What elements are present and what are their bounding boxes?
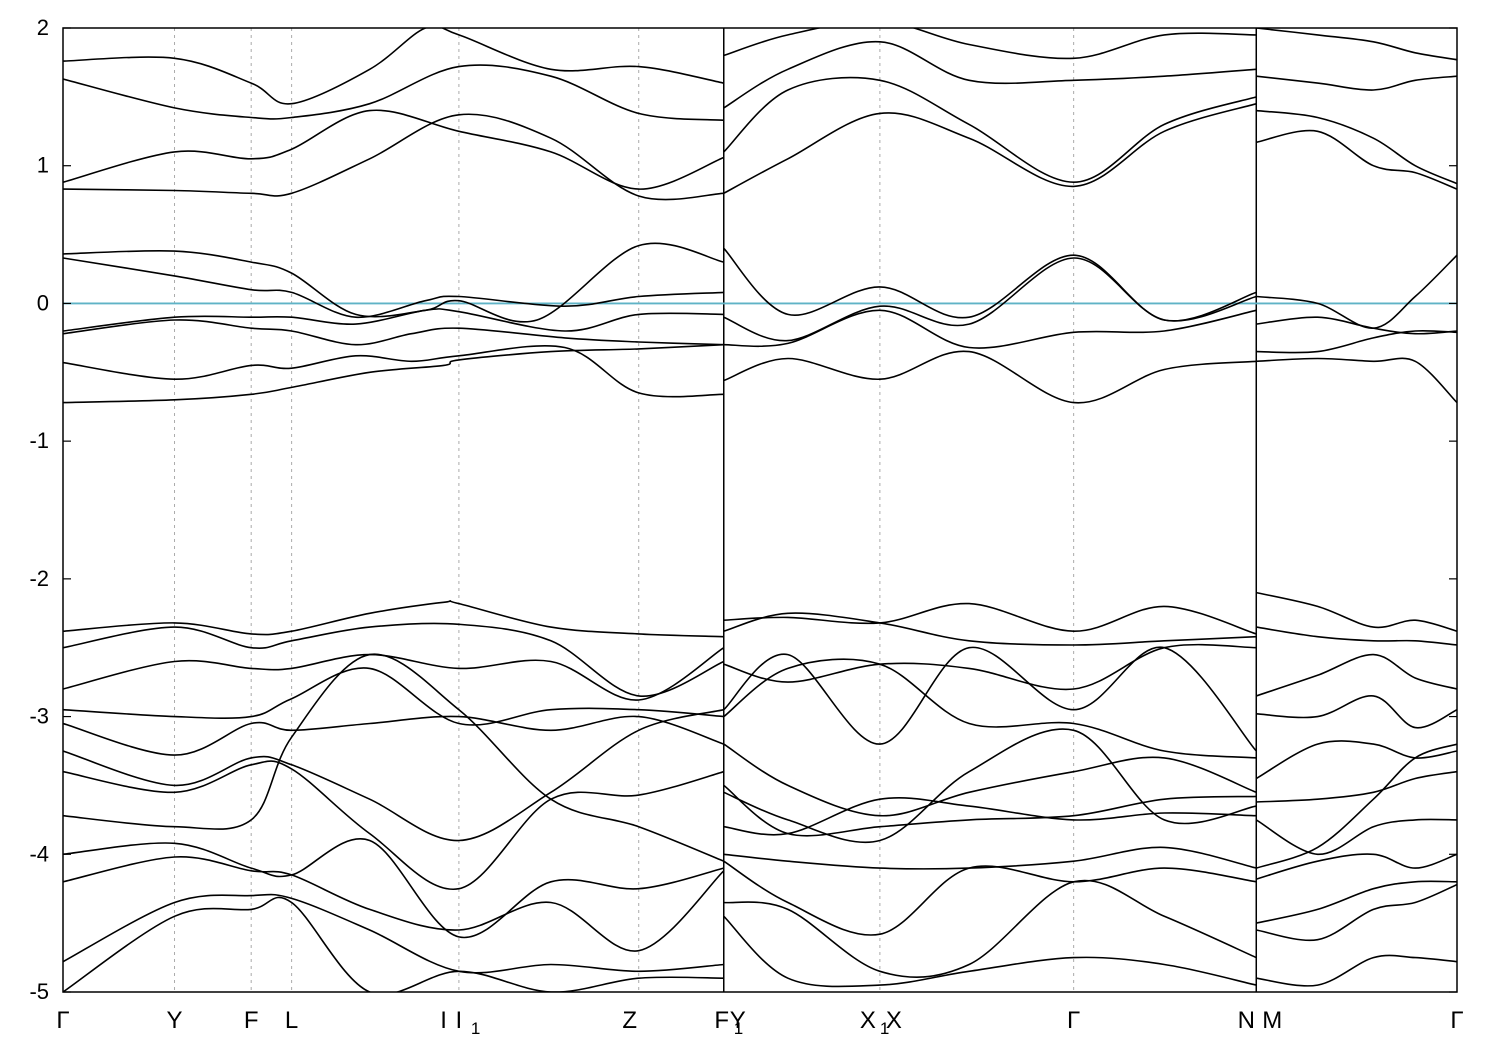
plot-frame (62, 27, 1458, 993)
band-line-13 (723, 247, 1257, 322)
band-line-52 (1256, 626, 1457, 646)
kpoint-label-3: L (285, 1007, 298, 1034)
kpoint-label-2: F (244, 1007, 259, 1034)
band-line-30 (63, 715, 725, 756)
band-line-60 (1256, 880, 1457, 924)
band-line-33 (63, 653, 725, 862)
band-line-12 (723, 257, 1257, 342)
band-line-8 (63, 64, 724, 122)
band-line-4 (63, 257, 724, 319)
band-line-49 (723, 879, 1257, 978)
band-line-41 (723, 646, 1257, 752)
band-line-35 (63, 856, 725, 952)
band-line-16 (723, 40, 1257, 109)
kpoint-label-12: N (1238, 1007, 1255, 1034)
band-line-27 (63, 622, 725, 697)
band-line-43 (723, 743, 1257, 817)
ytick-label-1: -4 (29, 841, 49, 866)
kpoint-label-8: Y (730, 1007, 746, 1034)
kpoint-label-6: Z (622, 1007, 637, 1034)
k-point-gridlines (174, 28, 1258, 992)
band-line-55 (1255, 740, 1457, 780)
band-line-0 (63, 343, 724, 404)
kpoint-label-13: M (1262, 1007, 1282, 1034)
band-line-57 (1255, 818, 1457, 856)
kpoint-label-7: F (714, 1007, 729, 1034)
band-line-25 (1256, 28, 1457, 61)
kpoint-label-1: Y (167, 1007, 183, 1034)
band-line-26 (63, 600, 724, 638)
band-line-61 (1256, 883, 1457, 942)
band-line-42 (723, 658, 1257, 759)
band-line-10 (723, 350, 1257, 404)
band-line-40 (723, 643, 1257, 691)
kpoint-label-9: X (860, 1007, 876, 1034)
ytick-label-0: -5 (29, 979, 49, 1004)
ytick-label-4: -1 (29, 428, 49, 453)
band-line-31 (63, 708, 724, 842)
band-line-36 (63, 893, 724, 974)
band-line-11 (723, 309, 1257, 349)
band-line-39 (723, 612, 1257, 646)
band-line-58 (1256, 743, 1457, 869)
kpoint-label-14: Γ (1450, 1007, 1463, 1034)
ytick-label-3: -2 (29, 566, 49, 591)
kpoint-subscript-9: 1 (880, 1019, 889, 1038)
band-line-15 (723, 76, 1257, 184)
kpoint-label-0: Γ (56, 1007, 69, 1034)
band-line-2 (63, 319, 724, 346)
band-line-7 (63, 109, 725, 190)
band-lines (63, 28, 1457, 992)
band-line-48 (723, 860, 1257, 936)
band-line-38 (723, 602, 1257, 635)
ytick-label-5: 0 (37, 290, 49, 315)
kpoint-label-11: Γ (1067, 1007, 1080, 1034)
band-line-46 (723, 797, 1257, 836)
band-line-21 (1256, 254, 1457, 330)
band-line-56 (1256, 770, 1457, 803)
kpoint-label-4: I (440, 1007, 447, 1034)
band-line-5 (63, 242, 724, 323)
band-line-24 (1256, 75, 1457, 91)
band-line-62 (1256, 954, 1457, 987)
band-line-37 (63, 896, 724, 992)
ytick-label-7: 2 (37, 15, 49, 40)
band-line-54 (1256, 695, 1457, 729)
band-line-34 (63, 838, 724, 939)
band-line-29 (63, 667, 724, 726)
kpoint-subscript-7: 1 (734, 1019, 743, 1038)
band-line-53 (1256, 653, 1457, 697)
band-line-17 (723, 28, 1257, 60)
kpoint-label-5: I (456, 1007, 463, 1034)
band-line-18 (1256, 357, 1457, 404)
band-line-14 (723, 102, 1257, 195)
band-line-23 (1256, 109, 1457, 185)
band-line-22 (1256, 129, 1457, 190)
x-axis-kpoint-labels: Γ Y F L I I 1 Z F 1Y X 1X Γ N M Γ (56, 1007, 1463, 1038)
y-axis-ticks: -5 -4 -3 -2 -1 0 1 2 (29, 15, 1457, 1004)
band-line-32 (63, 760, 725, 890)
band-line-3 (63, 308, 724, 332)
band-line-59 (1256, 853, 1457, 880)
band-line-45 (723, 728, 1257, 843)
band-line-51 (1256, 591, 1457, 632)
band-line-1 (63, 344, 724, 398)
band-line-9 (63, 28, 724, 105)
band-line-19 (1256, 329, 1457, 354)
ytick-label-2: -3 (29, 704, 49, 729)
kpoint-subscript-5: 1 (471, 1019, 480, 1038)
ytick-label-6: 1 (37, 153, 49, 178)
kpoint-label-10: X (886, 1007, 902, 1034)
band-line-50 (723, 915, 1257, 988)
